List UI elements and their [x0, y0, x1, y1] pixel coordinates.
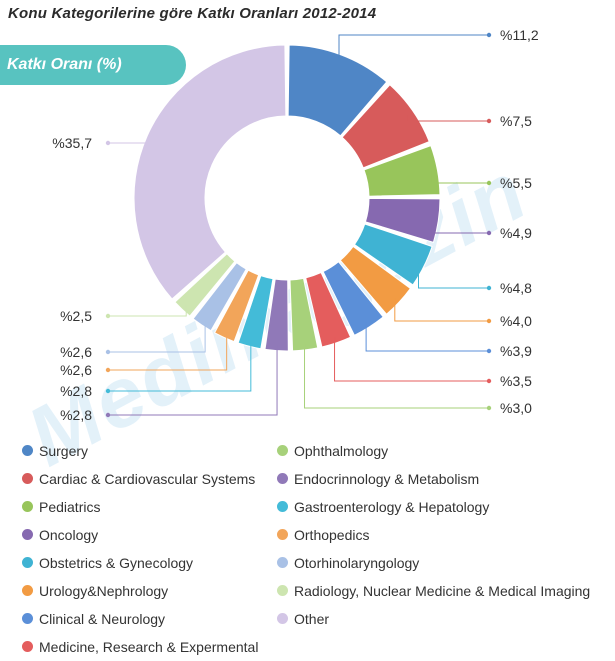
donut-slice-5: [353, 223, 433, 286]
data-label-12: %2,6: [60, 362, 92, 378]
legend-label: Medicine, Research & Expermental: [39, 639, 259, 655]
legend-swatch-dot: [22, 473, 33, 484]
leader-line-10: [108, 344, 278, 416]
legend-swatch-dot: [277, 445, 288, 456]
legend-swatch-dot: [277, 529, 288, 540]
leader-line-14: [108, 305, 187, 317]
legend-label: Obstetrics & Gynecology: [39, 555, 194, 571]
donut-slice-7: [322, 261, 384, 337]
leader-dot-13: [105, 349, 111, 355]
legend-swatch-dot: [277, 501, 288, 512]
leader-dot-11: [105, 388, 111, 394]
legend-swatch-dot: [22, 445, 33, 456]
leader-dot-10: [105, 412, 111, 418]
leader-dot-7: [486, 348, 492, 354]
legend-label: Ophthalmology: [294, 443, 389, 459]
data-label-11: %2,8: [60, 383, 92, 399]
leader-line-12: [108, 332, 228, 371]
legend-swatch-dot: [277, 557, 288, 568]
data-label-6: %4,0: [500, 313, 532, 329]
legend-label: Surgery: [39, 443, 89, 459]
legend-label: Radiology, Nuclear Medicine & Medical Im…: [294, 583, 591, 599]
legend-label: Pediatrics: [39, 499, 101, 515]
leader-dot-4: [486, 230, 492, 236]
value-badge: Katkı Oranı (%): [0, 45, 186, 85]
chart-title: Konu Kategorilerine göre Katkı Oranları …: [8, 5, 377, 22]
donut-chart: %11,2 %7,5 %5,5 %4,9 %4,8 %4,0 %3,9 %3,5 %3,0 %2,…: [52, 27, 539, 423]
legend-label: Other: [294, 611, 330, 627]
leader-line-1: [338, 34, 489, 61]
data-label-4: %4,9: [500, 225, 532, 241]
data-label-13: %2,6: [60, 344, 92, 360]
legend-label: Gastroenterology & Hepatology: [294, 499, 490, 515]
donut-slice-11: [237, 275, 274, 350]
data-label-3: %5,5: [500, 175, 532, 191]
legend-label: Otorhinolaryngology: [294, 555, 420, 571]
donut-slice-3: [363, 145, 441, 197]
donut-slice-6: [339, 245, 412, 315]
legend-swatch-dot: [22, 585, 33, 596]
data-label-8: %3,5: [500, 373, 532, 389]
donut-slice-2: [341, 84, 430, 169]
leader-line-15: [108, 138, 154, 144]
legend: Surgery Cardiac & Cardiovascular Systems P…: [0, 434, 615, 661]
leader-dot-9: [486, 405, 492, 411]
leader-dot-8: [486, 378, 492, 384]
data-label-5: %4,8: [500, 280, 532, 296]
data-label-2: %7,5: [500, 113, 532, 129]
legend-swatch-dot: [22, 529, 33, 540]
donut-slice-1: [287, 44, 388, 137]
leader-line-4: [431, 219, 489, 234]
legend-label: Urology&Nephrology: [39, 583, 169, 599]
data-label-14: %2,5: [60, 308, 92, 324]
leader-dot-5: [486, 285, 492, 291]
legend-swatch-dot: [22, 557, 33, 568]
leader-line-2: [407, 114, 489, 122]
data-label-15: %35,7: [52, 135, 92, 151]
legend-label: Cardiac & Cardiovascular Systems: [39, 471, 256, 487]
legend-swatch-dot: [277, 613, 288, 624]
legend-swatch-dot: [277, 473, 288, 484]
donut-slice-10: [264, 278, 289, 352]
leader-line-13: [108, 320, 206, 353]
donut-slice-15: [133, 44, 287, 300]
legend-swatch-dot: [22, 613, 33, 624]
data-label-10: %2,8: [60, 407, 92, 423]
leader-dot-3: [486, 180, 492, 186]
leader-dot-15: [105, 140, 111, 146]
leader-dot-14: [105, 313, 111, 319]
donut-slice-4: [364, 197, 441, 244]
leader-line-6: [394, 297, 489, 322]
donut-slice-8: [305, 271, 352, 348]
leader-dot-2: [486, 118, 492, 124]
leader-line-5: [418, 263, 489, 289]
donut-slice-9: [289, 277, 319, 352]
data-label-1: %11,2: [500, 27, 539, 43]
legend-swatch-dot: [22, 501, 33, 512]
leader-line-3: [430, 170, 489, 184]
legend-swatch-dot: [22, 641, 33, 652]
legend-label: Orthopedics: [294, 527, 370, 543]
leader-line-7: [365, 321, 489, 352]
legend-label: Endocrinnology & Metabolism: [294, 471, 480, 487]
donut-slice-12: [213, 269, 260, 343]
legend-swatch-dot: [277, 585, 288, 596]
leader-dot-12: [105, 367, 111, 373]
legend-label: Oncology: [39, 527, 99, 543]
leader-line-8: [334, 337, 489, 382]
data-label-9: %3,0: [500, 400, 532, 416]
leader-dot-1: [486, 32, 492, 38]
leader-line-9: [304, 343, 489, 409]
leader-dot-6: [486, 318, 492, 324]
leader-line-11: [108, 340, 252, 392]
data-label-7: %3,9: [500, 343, 532, 359]
donut-slice-14: [174, 253, 236, 317]
legend-label: Clinical & Neurology: [39, 611, 166, 627]
